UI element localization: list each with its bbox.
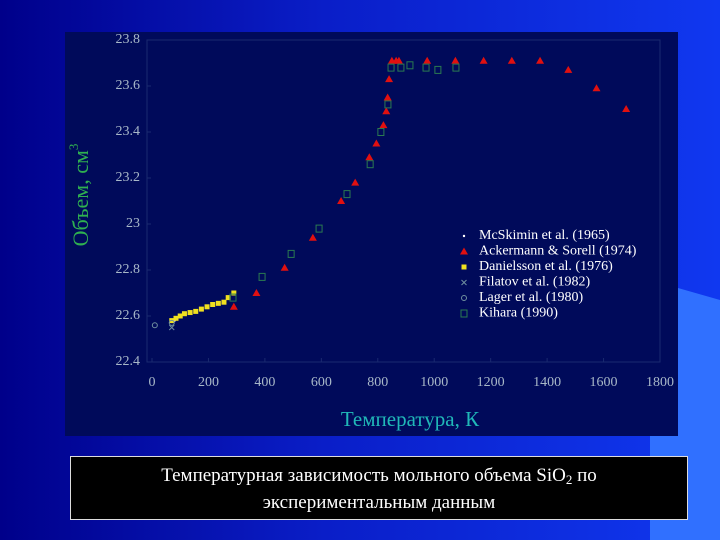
legend-marker bbox=[461, 264, 467, 270]
square-marker bbox=[210, 302, 216, 307]
square-marker bbox=[287, 249, 295, 258]
cross-marker bbox=[168, 324, 175, 331]
legend-label: Filatov et al. (1982) bbox=[479, 275, 591, 290]
square-marker bbox=[229, 293, 237, 302]
square-marker bbox=[225, 295, 231, 301]
x-tick-label: 1000 bbox=[420, 375, 448, 390]
triangle-marker bbox=[451, 56, 460, 64]
y-tick-label: 23 bbox=[126, 216, 140, 231]
chart-panel bbox=[65, 32, 678, 436]
triangle-marker bbox=[365, 153, 374, 161]
y-tick-label: 23.6 bbox=[116, 78, 141, 93]
square-marker bbox=[198, 306, 204, 312]
triangle-marker bbox=[252, 289, 261, 296]
triangle-marker bbox=[280, 263, 289, 271]
legend-marker bbox=[460, 247, 468, 255]
y-tick-label: 23.4 bbox=[116, 124, 141, 139]
triangle-marker bbox=[229, 302, 238, 310]
square-marker bbox=[377, 128, 385, 136]
triangle-marker bbox=[592, 84, 601, 92]
triangle-marker bbox=[372, 139, 381, 147]
triangle-marker bbox=[383, 93, 392, 101]
triangle-marker bbox=[379, 121, 388, 129]
x-tick-label: 800 bbox=[367, 375, 388, 390]
caption-text: экспериментальным данным bbox=[262, 492, 496, 513]
triangle-marker bbox=[536, 56, 545, 64]
triangle-marker bbox=[308, 233, 317, 241]
x-tick-label: 400 bbox=[254, 375, 275, 390]
triangle-marker bbox=[382, 107, 391, 115]
y-tick-label: 23.2 bbox=[116, 170, 141, 185]
x-tick-label: 1600 bbox=[590, 375, 618, 390]
caption-text: по bbox=[572, 465, 597, 486]
square-marker bbox=[397, 63, 405, 72]
y-axis-label-sup: 3 bbox=[66, 144, 81, 151]
legend-marker bbox=[461, 295, 467, 301]
triangle-marker bbox=[351, 178, 360, 186]
square-marker bbox=[387, 63, 395, 72]
x-tick-label: 1800 bbox=[646, 375, 674, 390]
legend-marker bbox=[460, 309, 468, 318]
triangle-marker bbox=[564, 65, 573, 73]
square-marker bbox=[173, 315, 179, 321]
square-marker bbox=[366, 160, 374, 169]
legend-marker bbox=[462, 234, 466, 238]
square-marker bbox=[315, 224, 323, 233]
triangle-marker bbox=[507, 56, 516, 64]
square-marker bbox=[231, 290, 237, 296]
x-tick-label: 1400 bbox=[533, 375, 561, 390]
plot-frame bbox=[146, 39, 661, 363]
x-tick-label: 1200 bbox=[477, 375, 505, 390]
square-marker bbox=[221, 299, 227, 305]
caption-subscript: 2 bbox=[565, 472, 573, 487]
circle-marker bbox=[168, 319, 175, 326]
triangle-marker bbox=[394, 56, 403, 64]
square-marker bbox=[193, 308, 199, 314]
triangle-marker bbox=[337, 197, 346, 204]
x-axis-label: Температура, К bbox=[341, 407, 480, 431]
x-tick-label: 200 bbox=[198, 375, 219, 390]
y-tick-label: 23.8 bbox=[116, 32, 141, 47]
triangle-marker bbox=[385, 75, 394, 83]
square-marker bbox=[215, 300, 221, 306]
triangle-marker bbox=[423, 56, 432, 64]
y-axis-label-text: Объем, см bbox=[68, 150, 93, 246]
legend-label: Danielsson et al. (1976) bbox=[479, 259, 613, 274]
legend-label: Ackermann & Sorell (1974) bbox=[479, 244, 637, 259]
triangle-marker bbox=[479, 56, 488, 64]
circle-marker bbox=[151, 322, 158, 329]
y-tick-label: 22.6 bbox=[116, 308, 141, 323]
square-marker bbox=[181, 311, 187, 317]
square-marker bbox=[384, 100, 392, 109]
y-axis-label: Объем, см3 bbox=[66, 144, 93, 247]
square-marker bbox=[187, 310, 193, 316]
square-marker bbox=[204, 304, 210, 310]
x-tick-label: 0 bbox=[149, 375, 156, 390]
square-marker bbox=[434, 65, 442, 74]
square-marker bbox=[452, 63, 460, 72]
caption: Температурная зависимость мольного объем… bbox=[70, 456, 688, 520]
square-marker bbox=[406, 61, 414, 70]
square-marker bbox=[422, 63, 430, 72]
square-marker bbox=[343, 190, 351, 199]
y-tick-label: 22.8 bbox=[116, 262, 141, 277]
x-tick-label: 600 bbox=[311, 375, 332, 390]
caption-text: Температурная зависимость мольного объем… bbox=[161, 465, 566, 486]
y-tick-label: 22.4 bbox=[116, 354, 141, 369]
triangle-marker bbox=[622, 105, 631, 112]
legend-label: Lager et al. (1980) bbox=[479, 290, 584, 305]
legend-marker bbox=[461, 279, 467, 286]
legend-label: McSkimin et al. (1965) bbox=[479, 228, 610, 243]
legend-label: Kihara (1990) bbox=[479, 306, 558, 321]
square-marker bbox=[258, 272, 266, 281]
square-marker bbox=[177, 313, 183, 319]
